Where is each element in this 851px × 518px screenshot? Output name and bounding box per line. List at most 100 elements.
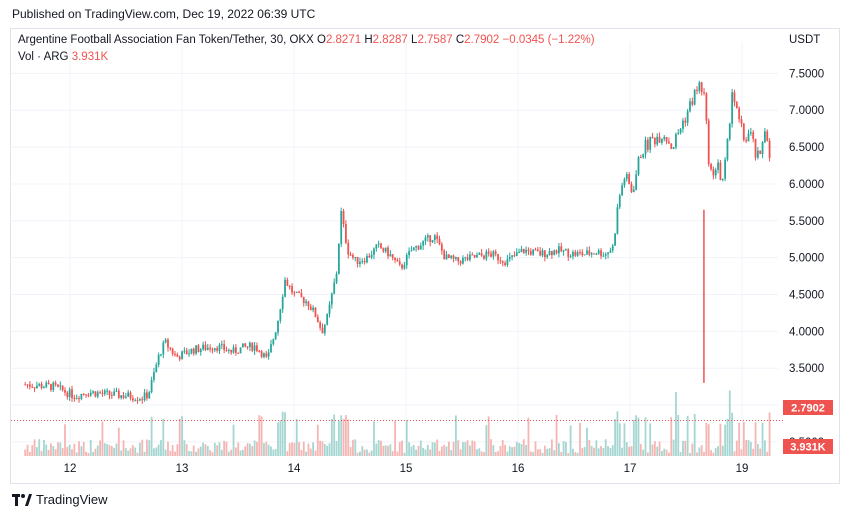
volume-bar (607, 446, 609, 456)
volume-bar (426, 444, 429, 456)
volume-bar (300, 450, 303, 456)
volume-bar (565, 442, 567, 456)
candle-body (520, 249, 523, 253)
volume-bar (52, 446, 55, 456)
candle-body (581, 252, 584, 256)
candle-body (630, 183, 633, 192)
volume-bar (370, 450, 373, 456)
candle-body (183, 350, 186, 352)
volume-bar (356, 452, 359, 456)
volume-bar (80, 446, 83, 456)
candle-body (277, 320, 279, 333)
volume-bar (199, 446, 202, 456)
candle-body (279, 309, 282, 321)
volume-bar (319, 440, 322, 456)
candle-body (653, 137, 656, 145)
volume-bar (616, 411, 619, 456)
volume-bar (256, 441, 258, 456)
volume-bar (464, 442, 467, 456)
candle-body (696, 89, 698, 91)
volume-bar (188, 450, 190, 456)
volume-legend[interactable]: Vol · ARG 3.931K (18, 51, 108, 63)
candle-body (239, 347, 242, 354)
volume-bar (237, 442, 240, 456)
volume-bar (756, 443, 759, 456)
volume-bar (253, 440, 256, 456)
volume-bar (64, 424, 66, 456)
candle-body (314, 307, 317, 317)
candle-body (384, 247, 387, 252)
volume-bar (738, 422, 741, 456)
candle-body (363, 260, 366, 263)
candle-body (433, 235, 436, 241)
volume-bar (588, 439, 591, 456)
volume-bar (234, 447, 237, 456)
volume-bar (562, 441, 565, 456)
volume-bar (265, 441, 268, 456)
chart-frame[interactable] (10, 28, 840, 484)
volume-bar (223, 440, 226, 456)
candle-body (202, 344, 205, 350)
candle-body (738, 108, 741, 120)
candle-body (721, 178, 724, 180)
candle-body (120, 395, 123, 398)
candle-body (359, 261, 361, 264)
candle-body (677, 132, 680, 135)
volume-bar (155, 447, 158, 456)
volume-bar (632, 419, 635, 456)
last-price-label: 2.7902 (791, 403, 825, 415)
candle-body (726, 139, 729, 160)
volume-bar (644, 417, 647, 456)
volume-bar (656, 446, 659, 456)
volume-bar (263, 443, 265, 456)
volume-bar (246, 443, 249, 456)
candle-body (110, 394, 113, 396)
candle-body (89, 392, 92, 396)
volume-bar (267, 444, 270, 456)
volume-bar (377, 440, 380, 456)
candle-body (710, 163, 712, 170)
y-tick-label: 5.5000 (789, 216, 824, 228)
volume-bar (153, 448, 155, 456)
volume-bar (611, 445, 614, 456)
volume-bar (82, 441, 85, 456)
volume-label: Vol · ARG (18, 51, 69, 63)
y-tick-label: 3.5000 (789, 363, 824, 375)
candle-body (749, 132, 752, 134)
volume-bar (658, 441, 661, 456)
candle-body (492, 251, 495, 257)
candle-body (377, 243, 380, 245)
candle-body (256, 345, 258, 351)
candle-body (487, 251, 490, 254)
candle-body (408, 251, 410, 256)
volume-bar (471, 440, 474, 456)
volume-bar (59, 442, 62, 456)
candle-body (169, 347, 172, 349)
candle-body (447, 254, 450, 258)
volume-bar (712, 452, 715, 456)
candle-body (431, 240, 434, 243)
volume-bar (625, 442, 628, 456)
ohlc-legend[interactable]: Argentine Football Association Fan Token… (18, 34, 595, 46)
volume-bar (143, 451, 146, 456)
volume-bar (216, 445, 219, 456)
volume-bar (307, 443, 310, 456)
candle-body (26, 384, 29, 386)
volume-bar (422, 447, 425, 456)
volume-bar (602, 448, 605, 456)
volume-bar (492, 445, 495, 456)
candle-body (344, 224, 347, 243)
volume-bar (660, 450, 663, 456)
volume-bar (204, 444, 207, 456)
volume-bar (251, 445, 254, 456)
candle-body (28, 384, 31, 387)
footer-brand[interactable]: TradingView (12, 492, 108, 507)
volume-bar (663, 448, 666, 456)
volume-bar (696, 452, 698, 456)
volume-bar (57, 442, 59, 456)
candle-body (387, 247, 389, 257)
candle-body (232, 347, 235, 353)
candle-body (712, 169, 715, 176)
volume-bar (124, 448, 127, 456)
